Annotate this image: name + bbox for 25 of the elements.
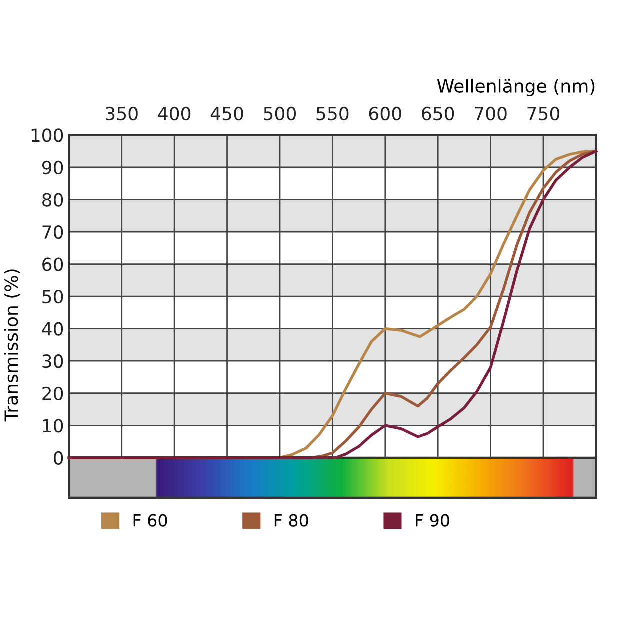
y-tick-label: 20 [42,386,64,400]
x-axis-title: Wellenlänge (nm) [437,78,595,96]
legend-label: F 90 [416,514,450,527]
y-tick-label: 10 [43,419,64,433]
y-tick-label: 80 [42,193,64,207]
y-tick-label: 60 [42,258,64,272]
y-tick-label: 40 [42,322,64,336]
legend-label: F 60 [134,514,168,527]
x-tick-label: 700 [475,106,507,121]
x-tick-label: 350 [106,106,138,121]
legend-label: F 80 [274,514,308,527]
y-tick-label: 70 [42,225,64,240]
y-tick-label: 0 [54,451,64,466]
x-tick-label: 500 [264,106,296,121]
y-tick-label: 50 [42,290,64,304]
y-axis-title: Transmission (%) [4,270,20,422]
x-tick-label: 400 [158,106,191,121]
y-tick-label: 30 [42,354,64,368]
y-tick-label: 90 [42,160,64,175]
x-tick-label: 450 [210,106,244,121]
x-tick-label: 550 [316,106,349,121]
x-tick-label: 750 [528,106,560,121]
x-tick-label: 600 [369,106,402,121]
y-tick-label: 100 [32,128,64,142]
x-tick-label: 650 [422,106,454,121]
